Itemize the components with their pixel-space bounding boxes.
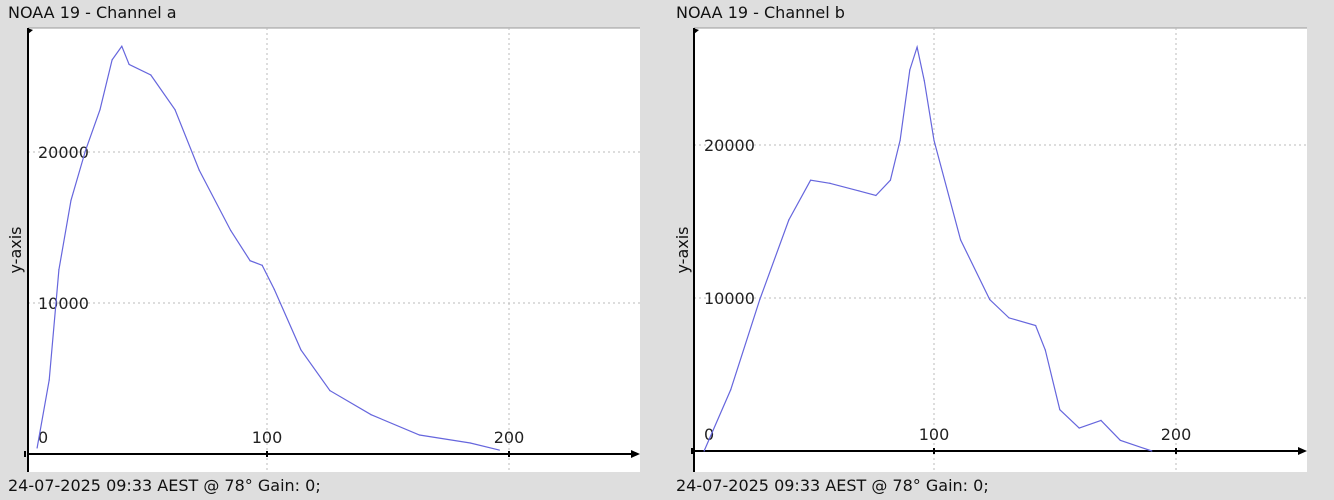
data-point (923, 80, 925, 82)
y-axis-arrow (693, 28, 699, 34)
data-point (249, 260, 251, 262)
y-tick-label: 20000 (38, 143, 89, 162)
x-tick-label: 200 (494, 428, 525, 447)
data-point (788, 219, 790, 221)
data-point (1100, 419, 1102, 421)
x-tick-label: 100 (919, 425, 950, 444)
plot-area (28, 28, 640, 472)
data-point (1119, 439, 1121, 441)
data-point (933, 139, 935, 142)
data-point (1151, 450, 1153, 452)
data-point (1059, 409, 1061, 411)
data-point (909, 69, 911, 71)
data-point (989, 298, 991, 301)
data-line (703, 44, 1152, 452)
chart-a: 0 100 200 10000 20000 y-axis (6, 27, 640, 472)
data-point (498, 449, 500, 451)
y-tick-label: 20000 (704, 136, 755, 155)
data-point (889, 179, 892, 181)
y-tick-label: 10000 (38, 294, 89, 313)
data-point (829, 182, 831, 184)
data-point (121, 45, 123, 47)
data-point (128, 63, 130, 66)
data-point (36, 447, 38, 449)
data-point (174, 109, 176, 111)
data-point (230, 229, 232, 232)
data-point (809, 179, 812, 181)
chart-b-footer: 24-07-2025 09:33 AEST @ 78° Gain: 0; (676, 476, 989, 495)
data-point (70, 199, 72, 201)
y-tick-label: 10000 (704, 289, 755, 308)
data-point (58, 269, 60, 271)
y-axis-label: y-axis (673, 226, 692, 273)
x-axis-arrow (631, 450, 640, 458)
chart-a-title: NOAA 19 - Channel a (8, 3, 177, 22)
data-point (329, 389, 331, 392)
data-point (1035, 324, 1037, 327)
data-point (150, 74, 152, 76)
x-tick-label: 0 (38, 428, 48, 447)
data-point (703, 450, 705, 452)
data-point (370, 414, 372, 416)
data-point (111, 59, 113, 61)
data-point (1008, 317, 1010, 319)
data-point (48, 379, 50, 381)
chart-b-title: NOAA 19 - Channel b (676, 3, 845, 22)
x-tick-label: 200 (1161, 425, 1192, 444)
data-point (469, 442, 471, 444)
data-point (730, 389, 732, 391)
data-point (198, 169, 200, 171)
data-point (875, 194, 877, 197)
data-point (858, 190, 860, 192)
data-point (99, 109, 101, 111)
x-axis-arrow (1298, 447, 1307, 455)
data-line (36, 45, 500, 451)
data-point (84, 149, 87, 152)
data-point (261, 264, 263, 266)
data-point (960, 239, 962, 241)
data-point (899, 139, 901, 142)
data-point (759, 298, 761, 301)
data-point (300, 349, 302, 351)
y-axis-arrow (27, 28, 33, 34)
data-point (1078, 427, 1080, 429)
plot-area (694, 28, 1307, 472)
x-tick-label: 100 (252, 428, 283, 447)
chart-a-footer: 24-07-2025 09:33 AEST @ 78° Gain: 0; (8, 476, 321, 495)
y-axis-label: y-axis (6, 226, 25, 273)
data-point (1044, 349, 1046, 351)
data-point (418, 434, 421, 436)
data-point (273, 288, 275, 291)
x-tick-label: 0 (704, 425, 714, 444)
data-point (916, 46, 918, 48)
chart-b: 0 100 200 10000 20000 y-axis (673, 27, 1307, 472)
